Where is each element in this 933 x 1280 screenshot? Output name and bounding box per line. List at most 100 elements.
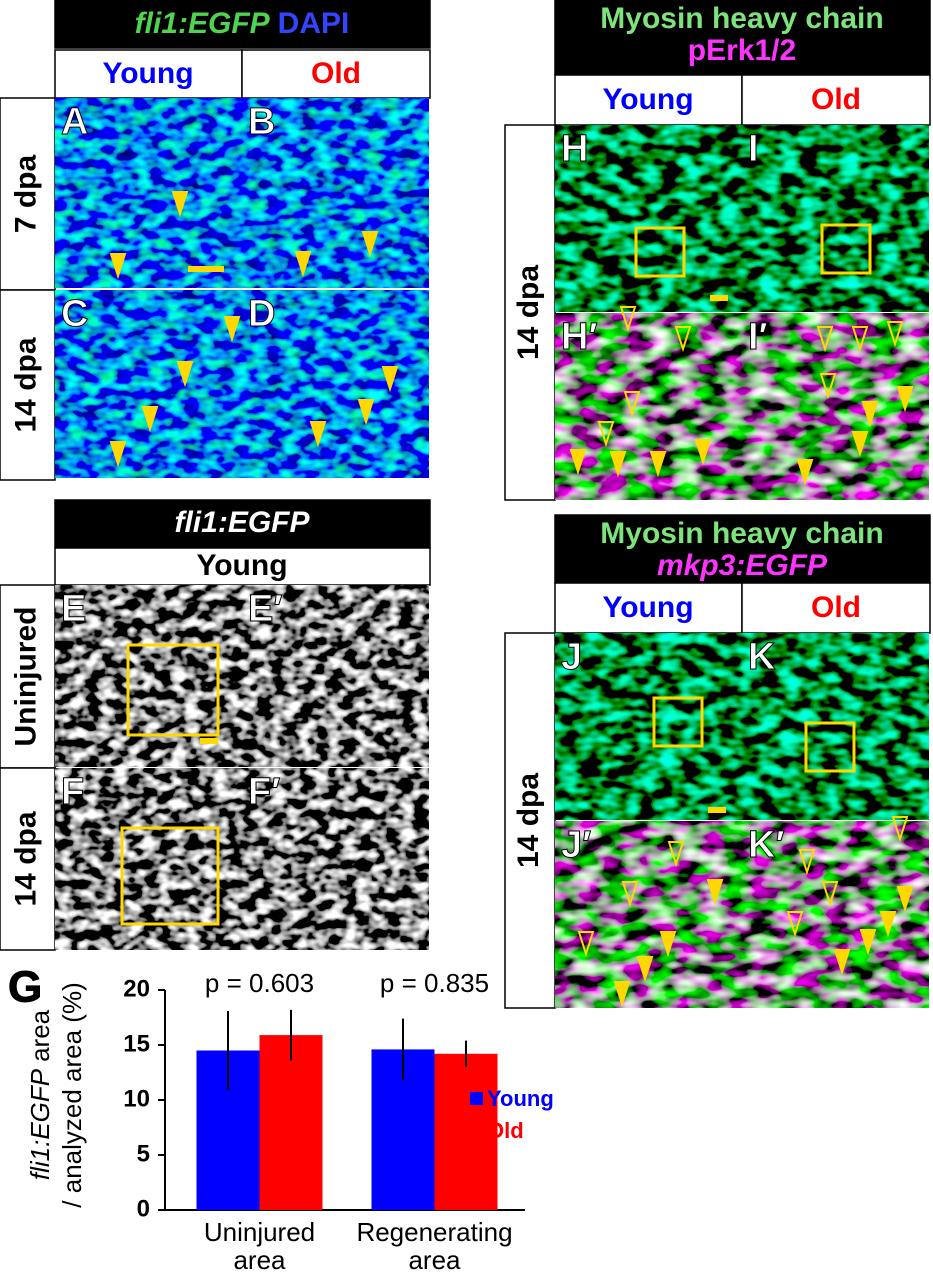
box	[54, 49, 243, 99]
arrowhead	[109, 441, 127, 468]
bar	[434, 1053, 498, 1210]
bar	[259, 1035, 323, 1210]
box	[554, 74, 743, 126]
box	[54, 0, 431, 49]
y-tick-label: 15	[123, 1030, 150, 1057]
inset-box	[120, 826, 220, 926]
arrowhead	[796, 459, 814, 486]
y-tick-label: 0	[137, 1195, 150, 1222]
arrowhead	[357, 399, 375, 426]
inset-box	[126, 643, 220, 737]
micrograph-texture	[742, 821, 929, 1008]
panel-label: G	[8, 963, 42, 1012]
column-label: Young	[602, 591, 693, 624]
title: fli1:EGFP	[174, 506, 310, 539]
y-tick-label: 20	[123, 975, 150, 1002]
row-label: 14 dpa	[9, 811, 42, 906]
arrowhead	[623, 391, 641, 418]
arrowhead	[798, 849, 816, 876]
arrowhead	[821, 881, 839, 908]
column-label: Young	[102, 57, 193, 90]
micrograph-texture	[742, 633, 929, 820]
panel-label: I′	[748, 316, 768, 358]
annotation: p = 0.835	[380, 968, 489, 998]
arrowhead	[859, 929, 877, 956]
arrowhead	[851, 431, 869, 458]
micrograph-texture	[555, 313, 742, 500]
micrograph-texture	[55, 768, 242, 950]
micrograph-texture	[242, 290, 429, 478]
arrowhead	[381, 366, 399, 393]
arrowhead	[851, 326, 869, 353]
micrograph-texture	[555, 125, 742, 312]
arrowhead	[819, 373, 837, 400]
scale-bar	[188, 266, 224, 272]
arrowhead	[816, 326, 834, 353]
box	[504, 124, 556, 501]
column-label: Young	[196, 549, 287, 582]
arrowhead	[891, 816, 909, 843]
micrograph-texture	[242, 768, 429, 950]
box	[54, 547, 431, 586]
scale-bar	[708, 807, 726, 813]
row-label: 14 dpa	[9, 337, 42, 432]
arrowhead	[223, 316, 241, 343]
arrowhead	[171, 191, 189, 218]
row-label: 7 dpa	[9, 155, 42, 234]
title: Myosin heavy chain	[600, 2, 883, 35]
arrowhead	[886, 321, 904, 348]
y-axis-label: / analyzed area (%)	[57, 982, 87, 1207]
arrowhead	[649, 451, 667, 478]
arrowhead	[309, 421, 327, 448]
title-part: fli1:EGFP	[135, 7, 271, 40]
micrograph-texture	[55, 290, 242, 478]
arrowhead	[879, 911, 897, 938]
arrowhead	[176, 361, 194, 388]
arrowhead	[569, 449, 587, 476]
box	[0, 289, 56, 481]
arrowhead	[706, 879, 724, 906]
panel-label: J′	[561, 824, 591, 866]
panel-label: A	[61, 101, 88, 143]
panel-label: B	[248, 101, 275, 143]
panel-label: C	[61, 293, 88, 335]
arrowhead	[609, 451, 627, 478]
inset-box	[820, 223, 872, 275]
row-label: Uninjured	[9, 607, 42, 747]
micrograph-texture	[242, 585, 429, 767]
title: mkp3:EGFP	[657, 549, 828, 582]
panel-label: D	[248, 293, 275, 335]
y-axis-label-part: fli1:EGFP	[25, 1068, 55, 1180]
micrograph-texture	[555, 633, 742, 820]
box	[0, 767, 56, 951]
arrowhead	[577, 931, 595, 958]
box	[554, 514, 931, 584]
x-tick-label: Uninjured area	[203, 1218, 316, 1275]
title: pErk1/2	[688, 34, 796, 67]
arrowhead	[621, 881, 639, 908]
arrowhead	[896, 386, 914, 413]
column-label: Old	[811, 591, 861, 624]
box	[554, 0, 931, 76]
arrowhead	[833, 949, 851, 976]
box	[54, 499, 431, 549]
legend-swatch	[470, 1092, 483, 1105]
legend-label: Young	[487, 1086, 554, 1111]
arrowhead	[667, 841, 685, 868]
arrowhead	[619, 306, 637, 333]
arrowhead	[786, 911, 804, 938]
inset-box	[634, 226, 686, 278]
x-tick-label: Regenerating area	[356, 1218, 513, 1275]
panel-label: I	[748, 128, 759, 170]
arrowhead	[109, 253, 127, 280]
title: Myosin heavy chain	[600, 517, 883, 550]
arrowhead	[294, 251, 312, 278]
legend-swatch	[470, 1124, 483, 1137]
arrowhead	[659, 931, 677, 958]
panel-label: E	[61, 588, 86, 630]
arrowhead	[613, 981, 631, 1008]
box	[504, 632, 556, 1009]
arrowhead	[861, 401, 879, 428]
arrowhead	[636, 956, 654, 983]
